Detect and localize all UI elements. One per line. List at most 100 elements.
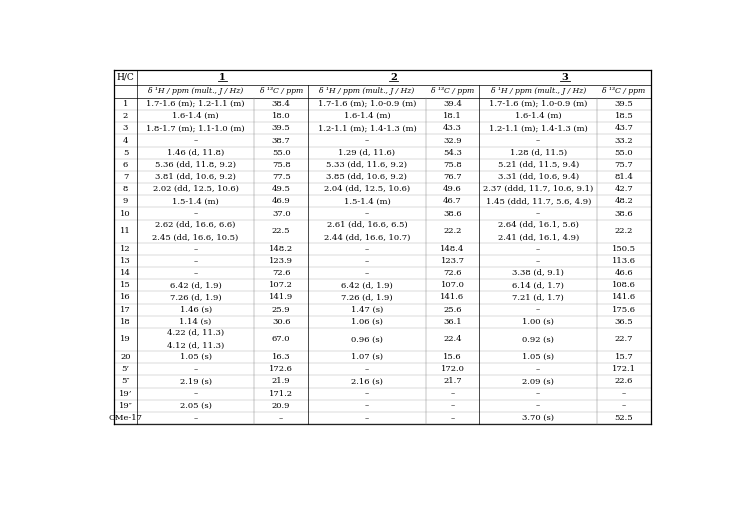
- Text: 3.85 (dd, 10.6, 9.2): 3.85 (dd, 10.6, 9.2): [327, 173, 408, 181]
- Text: 0.96 (s): 0.96 (s): [351, 335, 383, 344]
- Text: 15.7: 15.7: [615, 353, 634, 361]
- Text: 16: 16: [120, 294, 131, 301]
- Text: –: –: [279, 414, 284, 422]
- Text: 38.6: 38.6: [443, 210, 462, 217]
- Text: 2: 2: [390, 73, 397, 81]
- Text: –: –: [536, 365, 540, 373]
- Text: 22.4: 22.4: [443, 335, 462, 344]
- Text: 30.6: 30.6: [272, 318, 290, 326]
- Text: 8: 8: [123, 185, 128, 193]
- Text: 2.37 (ddd, 11.7, 10.6, 9.1): 2.37 (ddd, 11.7, 10.6, 9.1): [483, 185, 593, 193]
- Text: 21.7: 21.7: [443, 377, 462, 385]
- Text: 1: 1: [123, 100, 128, 108]
- Text: H/C: H/C: [117, 73, 134, 81]
- Text: 19’: 19’: [119, 389, 132, 398]
- Text: 1.7-1.6 (m); 1.0-0.9 (m): 1.7-1.6 (m); 1.0-0.9 (m): [318, 100, 416, 108]
- Text: 141.6: 141.6: [612, 294, 636, 301]
- Text: 6.42 (d, 1.9): 6.42 (d, 1.9): [170, 281, 222, 289]
- Text: –: –: [364, 269, 369, 277]
- Text: δ ¹H / ppm (mult., J / Hz): δ ¹H / ppm (mult., J / Hz): [319, 87, 415, 95]
- Text: 25.9: 25.9: [272, 306, 291, 314]
- Text: –: –: [193, 389, 198, 398]
- Text: 6: 6: [123, 161, 128, 169]
- Text: 1.46 (d, 11.8): 1.46 (d, 11.8): [167, 149, 225, 157]
- Text: 6.42 (d, 1.9): 6.42 (d, 1.9): [341, 281, 393, 289]
- Text: –: –: [364, 257, 369, 265]
- Text: 11: 11: [120, 227, 131, 235]
- Text: 49.5: 49.5: [272, 185, 291, 193]
- Text: 49.6: 49.6: [443, 185, 462, 193]
- Text: 20.9: 20.9: [272, 402, 290, 410]
- Text: 1.06 (s): 1.06 (s): [351, 318, 383, 326]
- Text: 123.7: 123.7: [440, 257, 464, 265]
- Text: 19: 19: [120, 335, 131, 344]
- Text: 1.7-1.6 (m); 1.2-1.1 (m): 1.7-1.6 (m); 1.2-1.1 (m): [147, 100, 245, 108]
- Text: 18.5: 18.5: [615, 112, 634, 120]
- Text: 4.22 (d, 11.3): 4.22 (d, 11.3): [167, 329, 224, 337]
- Text: δ ¹H / ppm (mult., J / Hz): δ ¹H / ppm (mult., J / Hz): [148, 87, 243, 95]
- Text: 75.8: 75.8: [443, 161, 462, 169]
- Text: 46.6: 46.6: [615, 269, 634, 277]
- Text: δ ¹H / ppm (mult., J / Hz): δ ¹H / ppm (mult., J / Hz): [491, 87, 586, 95]
- Text: –: –: [193, 365, 198, 373]
- Text: –: –: [193, 414, 198, 422]
- Text: –: –: [622, 402, 626, 410]
- Text: 2.19 (s): 2.19 (s): [179, 377, 211, 385]
- Text: 43.3: 43.3: [443, 125, 462, 132]
- Text: 76.7: 76.7: [443, 173, 462, 181]
- Text: 25.6: 25.6: [443, 306, 461, 314]
- Text: –: –: [451, 402, 455, 410]
- Text: 3.38 (d, 9.1): 3.38 (d, 9.1): [512, 269, 564, 277]
- Text: 1.8-1.7 (m); 1.1-1.0 (m): 1.8-1.7 (m); 1.1-1.0 (m): [147, 125, 245, 132]
- Text: 1.5-1.4 (m): 1.5-1.4 (m): [343, 197, 390, 205]
- Text: –: –: [193, 257, 198, 265]
- Text: 36.1: 36.1: [443, 318, 462, 326]
- Text: 37.0: 37.0: [272, 210, 291, 217]
- Text: 54.3: 54.3: [443, 149, 462, 157]
- Text: 13: 13: [120, 257, 131, 265]
- Text: 39.4: 39.4: [443, 100, 462, 108]
- Text: 1.05 (s): 1.05 (s): [522, 353, 554, 361]
- Text: 2: 2: [123, 112, 128, 120]
- Text: 1.5-1.4 (m): 1.5-1.4 (m): [172, 197, 219, 205]
- Text: 1.2-1.1 (m); 1.4-1.3 (m): 1.2-1.1 (m); 1.4-1.3 (m): [318, 125, 416, 132]
- Text: –: –: [364, 136, 369, 145]
- Text: 5″: 5″: [121, 377, 130, 385]
- Text: 15: 15: [120, 281, 131, 289]
- Text: –: –: [622, 389, 626, 398]
- Text: 2.04 (dd, 12.5, 10.6): 2.04 (dd, 12.5, 10.6): [324, 185, 410, 193]
- Text: 123.9: 123.9: [269, 257, 293, 265]
- Text: 20: 20: [120, 353, 130, 361]
- Text: 2.41 (dd, 16.1, 4.9): 2.41 (dd, 16.1, 4.9): [498, 233, 579, 242]
- Text: –: –: [536, 402, 540, 410]
- Text: 32.9: 32.9: [443, 136, 462, 145]
- Text: 148.4: 148.4: [440, 245, 464, 253]
- Text: 67.0: 67.0: [272, 335, 290, 344]
- Text: 2.62 (dd, 16.6, 6.6): 2.62 (dd, 16.6, 6.6): [155, 221, 235, 229]
- Text: 172.6: 172.6: [269, 365, 293, 373]
- Text: 3.81 (dd, 10.6, 9.2): 3.81 (dd, 10.6, 9.2): [155, 173, 236, 181]
- Text: –: –: [364, 245, 369, 253]
- Text: –: –: [364, 402, 369, 410]
- Text: 107.0: 107.0: [440, 281, 464, 289]
- Text: δ ¹³C / ppm: δ ¹³C / ppm: [602, 87, 645, 95]
- Text: 141.6: 141.6: [440, 294, 464, 301]
- Text: –: –: [364, 414, 369, 422]
- Text: 172.1: 172.1: [612, 365, 636, 373]
- Text: 7: 7: [123, 173, 128, 181]
- Text: 1.00 (s): 1.00 (s): [522, 318, 554, 326]
- Text: 22.7: 22.7: [615, 335, 633, 344]
- Text: –: –: [193, 245, 198, 253]
- Text: 14: 14: [120, 269, 131, 277]
- Text: 48.2: 48.2: [615, 197, 634, 205]
- Text: 46.9: 46.9: [272, 197, 291, 205]
- Text: 5.36 (dd, 11.8, 9.2): 5.36 (dd, 11.8, 9.2): [155, 161, 236, 169]
- Text: 9: 9: [123, 197, 128, 205]
- Text: 4.12 (d, 11.3): 4.12 (d, 11.3): [167, 341, 225, 350]
- Text: 175.6: 175.6: [612, 306, 636, 314]
- Text: 5’: 5’: [122, 365, 130, 373]
- Text: 39.5: 39.5: [272, 125, 291, 132]
- Text: 7.26 (d, 1.9): 7.26 (d, 1.9): [341, 294, 393, 301]
- Text: –: –: [364, 210, 369, 217]
- Text: 1.7-1.6 (m); 1.0-0.9 (m): 1.7-1.6 (m); 1.0-0.9 (m): [489, 100, 588, 108]
